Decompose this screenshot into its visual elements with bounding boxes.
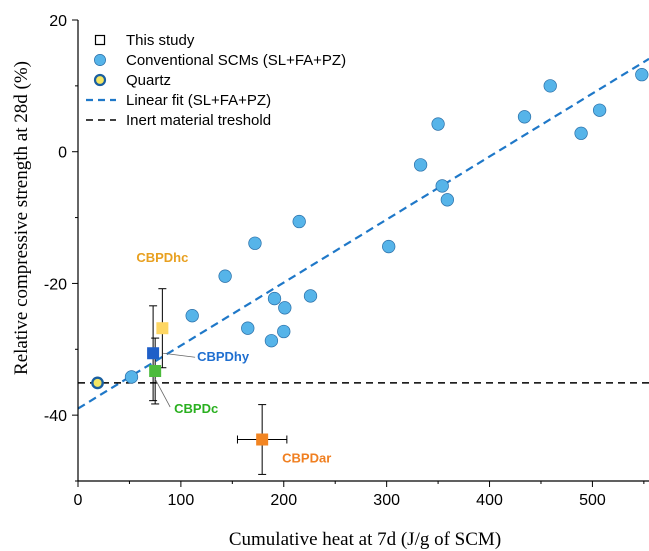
legend-item: Quartz <box>93 72 171 89</box>
scm-point <box>218 269 232 283</box>
legend-item: Conventional SCMs (SL+FA+PZ) <box>94 52 346 69</box>
scm-point <box>241 321 255 335</box>
label-leader <box>163 352 196 358</box>
study-point-cbpdhy <box>147 347 160 360</box>
scm-point <box>303 289 318 303</box>
reference-lines <box>77 57 649 410</box>
legend-label: Quartz <box>126 72 171 89</box>
scm-point <box>264 334 279 348</box>
scm-point <box>292 214 306 229</box>
study-point-cbpdhc <box>156 322 169 335</box>
study-point-cbpdar <box>256 433 269 446</box>
legend: This study Conventional SCMs (SL+FA+PZ) Qu… <box>86 32 346 129</box>
legend-ring-symbol <box>93 73 107 87</box>
study-point-cbpdc <box>149 365 162 378</box>
scm-point <box>267 291 282 306</box>
scm-point <box>592 103 607 117</box>
scm-point <box>185 309 199 323</box>
data-points <box>91 68 649 446</box>
x-tick-label: 300 <box>373 492 400 509</box>
scm-point <box>382 239 396 254</box>
scm-point <box>517 110 532 124</box>
x-tick-label: 0 <box>74 492 83 509</box>
label-cbpdhy: CBPDhy <box>197 349 250 364</box>
label-cbpdhc: CBPDhc <box>136 250 188 265</box>
scm-point <box>277 324 291 339</box>
scm-point <box>248 236 262 250</box>
legend-label: Linear fit (SL+FA+PZ) <box>126 92 271 109</box>
scm-point <box>431 117 445 131</box>
scm-point <box>635 68 649 82</box>
legend-label: Inert material treshold <box>126 112 271 129</box>
y-tick-label: -20 <box>44 276 67 293</box>
linear-fit-line <box>77 57 649 410</box>
y-axis-title: Relative compressive strength at 28d (%) <box>11 61 32 375</box>
legend-circle-symbol <box>94 54 106 66</box>
annotations: CBPDhc CBPDhy CBPDc CBPDar <box>136 250 331 465</box>
x-tick-label: 400 <box>476 492 503 509</box>
scm-point <box>574 126 588 140</box>
label-cbpdc: CBPDc <box>174 401 218 416</box>
x-tick-label: 500 <box>579 492 606 509</box>
legend-item: Inert material treshold <box>86 112 271 129</box>
legend-item: Linear fit (SL+FA+PZ) <box>86 92 271 109</box>
legend-label: Conventional SCMs (SL+FA+PZ) <box>126 52 346 69</box>
scm-point <box>413 158 428 172</box>
legend-item: This study <box>94 32 195 49</box>
scm-point <box>124 370 139 384</box>
scm-point <box>440 193 454 207</box>
legend-label: This study <box>126 32 195 49</box>
x-tick-label: 100 <box>168 492 195 509</box>
legend-square-symbol <box>94 34 106 46</box>
y-tick-label: -40 <box>44 408 67 425</box>
y-tick-label: 0 <box>58 145 67 162</box>
label-leader <box>154 378 171 408</box>
error-bars <box>147 288 288 475</box>
quartz-point <box>91 376 104 390</box>
scm-point <box>435 179 449 193</box>
y-tick-label: 20 <box>49 13 67 30</box>
label-cbpdar: CBPDar <box>282 451 331 466</box>
x-axis-title: Cumulative heat at 7d (J/g of SCM) <box>229 529 501 550</box>
x-tick-label: 200 <box>270 492 297 509</box>
scm-point <box>543 79 557 93</box>
scm-point <box>278 301 292 315</box>
